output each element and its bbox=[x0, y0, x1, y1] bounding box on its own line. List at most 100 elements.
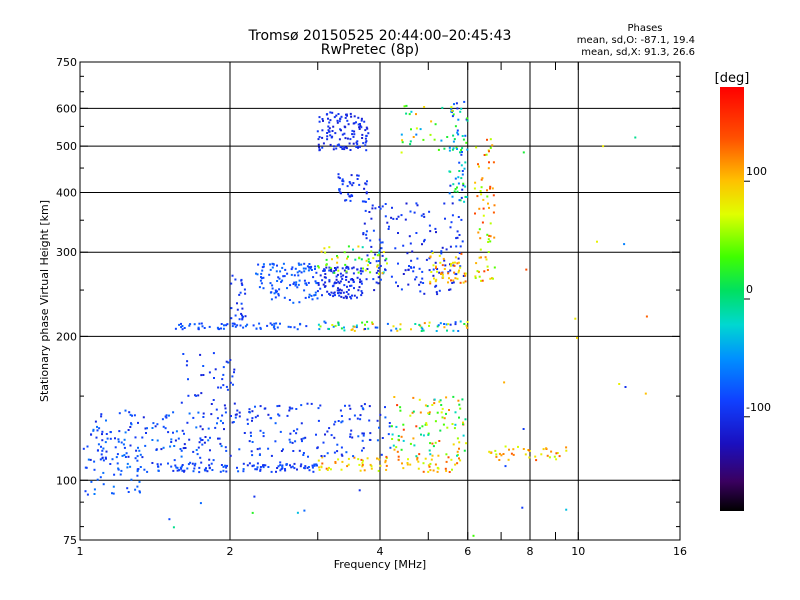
data-point bbox=[302, 267, 305, 270]
data-point bbox=[180, 326, 183, 329]
data-point bbox=[264, 464, 267, 467]
data-point bbox=[300, 438, 303, 441]
data-point bbox=[379, 207, 382, 210]
data-point bbox=[440, 411, 443, 414]
data-point bbox=[271, 287, 274, 290]
data-point bbox=[321, 279, 324, 282]
data-point bbox=[217, 386, 220, 389]
data-point bbox=[222, 465, 225, 468]
data-point bbox=[117, 468, 120, 471]
data-point bbox=[315, 271, 318, 274]
data-point bbox=[119, 473, 122, 476]
data-point bbox=[411, 250, 414, 253]
data-point bbox=[555, 458, 558, 461]
data-point bbox=[345, 266, 348, 269]
data-point bbox=[318, 328, 321, 331]
data-point bbox=[482, 207, 485, 210]
data-point bbox=[270, 470, 273, 473]
data-point bbox=[432, 268, 435, 271]
data-point bbox=[212, 352, 215, 355]
data-point bbox=[357, 245, 360, 248]
data-point bbox=[459, 459, 462, 462]
data-point bbox=[129, 426, 132, 428]
data-point bbox=[280, 450, 283, 452]
data-point bbox=[159, 463, 162, 466]
data-point bbox=[146, 427, 148, 430]
data-point bbox=[347, 280, 350, 283]
data-point bbox=[172, 526, 175, 529]
data-point bbox=[345, 270, 348, 273]
data-point bbox=[306, 466, 309, 469]
data-point bbox=[102, 483, 105, 486]
data-point bbox=[618, 383, 621, 385]
data-point bbox=[138, 480, 141, 483]
data-point bbox=[395, 446, 398, 449]
data-point bbox=[453, 264, 456, 267]
data-point bbox=[413, 266, 415, 269]
data-point bbox=[410, 266, 413, 269]
data-point bbox=[390, 425, 393, 428]
data-point bbox=[402, 273, 405, 275]
data-point bbox=[130, 478, 133, 481]
data-point bbox=[341, 148, 344, 150]
data-point bbox=[95, 436, 98, 439]
data-point bbox=[321, 456, 324, 459]
data-point bbox=[480, 256, 482, 259]
data-point bbox=[328, 246, 331, 249]
data-point bbox=[248, 440, 251, 443]
data-point bbox=[123, 454, 126, 457]
data-point bbox=[209, 436, 211, 439]
data-point bbox=[466, 117, 469, 120]
data-point bbox=[415, 276, 418, 279]
data-point bbox=[352, 122, 355, 125]
data-point bbox=[136, 459, 139, 462]
data-point bbox=[274, 440, 277, 443]
data-point bbox=[325, 467, 328, 470]
data-point bbox=[464, 134, 467, 137]
data-point bbox=[379, 413, 382, 416]
data-point bbox=[491, 187, 494, 190]
data-point bbox=[415, 113, 417, 116]
data-point bbox=[338, 289, 340, 292]
data-point bbox=[370, 250, 373, 253]
data-point bbox=[362, 432, 365, 435]
data-point bbox=[288, 438, 291, 441]
data-point bbox=[365, 149, 368, 152]
data-point bbox=[334, 420, 337, 423]
data-point bbox=[255, 272, 257, 275]
data-point bbox=[318, 149, 321, 152]
data-point bbox=[237, 470, 240, 473]
data-point bbox=[463, 167, 466, 170]
data-point bbox=[459, 245, 462, 248]
data-points bbox=[82, 100, 648, 537]
data-point bbox=[447, 271, 450, 274]
data-point bbox=[402, 439, 405, 442]
data-point bbox=[278, 277, 281, 280]
data-point bbox=[432, 264, 435, 267]
data-point bbox=[207, 427, 210, 430]
data-point bbox=[336, 266, 339, 269]
data-point bbox=[352, 182, 355, 184]
data-point bbox=[82, 447, 85, 450]
data-point bbox=[452, 329, 455, 332]
data-point bbox=[397, 285, 399, 288]
data-point bbox=[376, 326, 379, 329]
data-point bbox=[454, 323, 457, 326]
data-point bbox=[292, 450, 295, 452]
data-point bbox=[351, 129, 354, 132]
data-point bbox=[353, 456, 356, 459]
data-point bbox=[450, 108, 453, 111]
data-point bbox=[178, 469, 181, 472]
data-point bbox=[283, 296, 286, 299]
data-point bbox=[161, 418, 164, 421]
data-point bbox=[346, 114, 348, 117]
data-point bbox=[335, 278, 338, 281]
data-point bbox=[341, 278, 344, 280]
data-point bbox=[292, 301, 295, 304]
data-point bbox=[435, 330, 438, 332]
data-point bbox=[391, 433, 394, 436]
data-point bbox=[436, 270, 438, 273]
data-point bbox=[233, 371, 235, 374]
data-point bbox=[240, 312, 243, 315]
data-point bbox=[415, 425, 418, 428]
